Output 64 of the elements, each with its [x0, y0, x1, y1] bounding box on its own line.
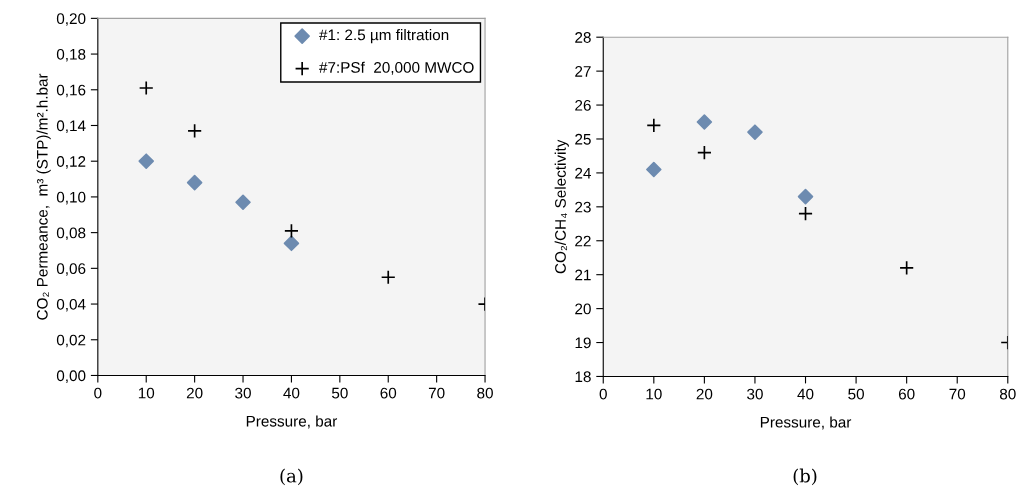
point	[696, 145, 712, 160]
point	[235, 194, 251, 211]
x-tick-label: 10	[138, 387, 155, 399]
x-tick-label: 80	[999, 388, 1016, 400]
y-tick-label: 24	[575, 167, 591, 179]
legend-label: #7:PSf 20,000 MWCO	[319, 61, 474, 75]
x-tick-label: 70	[428, 387, 445, 399]
point	[696, 114, 713, 130]
y-tick-label: 21	[575, 269, 591, 281]
y-tick-label: 22	[575, 235, 591, 247]
point	[747, 124, 763, 140]
y-tick-label: 28	[575, 32, 591, 43]
y-tick-label: 0,04	[56, 298, 86, 312]
y-tick-label: 0,02	[56, 334, 86, 348]
x-tick-label: 80	[477, 387, 493, 399]
x-tick-label: 40	[283, 387, 300, 399]
y-axis-title: CO₂ Permeance, m³ (STP)/m².h.bar	[36, 73, 51, 320]
y-tick-label: 0,18	[56, 48, 86, 62]
y-tick-label: 20	[575, 303, 591, 315]
x-tick-label: 10	[646, 388, 662, 400]
y-tick-label: 26	[575, 99, 591, 111]
y-tick-label: 0,06	[56, 263, 86, 276]
y-tick-label: 23	[575, 201, 591, 213]
x-tick-label: 30	[235, 387, 251, 399]
point	[138, 80, 154, 96]
y-tick-label: 27	[575, 65, 591, 77]
x-tick-label: 70	[949, 388, 966, 400]
point	[187, 123, 203, 139]
x-tick-label: 20	[696, 388, 713, 400]
y-tick-label: 0,10	[56, 191, 86, 205]
y-tick-label: 25	[575, 133, 591, 145]
x-tick-label: 50	[331, 387, 348, 399]
y-tick-label: 0,08	[56, 227, 86, 241]
y-tick-label: 0,12	[56, 156, 86, 169]
y-tick-label: 0,00	[56, 370, 86, 383]
y-tick-label: 0,14	[56, 120, 86, 133]
point	[646, 117, 662, 133]
x-axis-title: Pressure, bar	[760, 416, 852, 430]
y-tick-label: 18	[575, 371, 591, 383]
x-tick-label: 0	[599, 388, 607, 400]
point	[798, 206, 813, 222]
x-axis-title: Pressure, bar	[246, 415, 338, 429]
x-tick-label: 50	[848, 388, 864, 400]
point	[380, 269, 396, 285]
y-axis-title: CO₂/CH₄ Selectivity	[554, 139, 569, 274]
point	[283, 235, 300, 252]
point	[646, 161, 662, 178]
x-tick-label: 20	[186, 387, 203, 399]
point	[899, 260, 915, 276]
text: (a)	[280, 468, 303, 486]
text: (b)	[793, 468, 817, 486]
y-tick-label: 0,20	[56, 13, 86, 26]
x-tick-label: 0	[94, 387, 102, 399]
x-tick-label: 40	[797, 388, 814, 400]
y-tick-label: 0,16	[56, 84, 86, 98]
y-tick-label: 19	[575, 337, 591, 349]
x-tick-label: 60	[380, 387, 397, 399]
x-tick-label: 60	[898, 388, 915, 400]
point	[138, 153, 155, 169]
x-tick-label: 30	[747, 388, 763, 400]
point	[186, 174, 203, 191]
point	[797, 188, 814, 205]
legend-label: #1: 2.5 µm filtration	[319, 29, 449, 44]
point	[284, 223, 299, 239]
